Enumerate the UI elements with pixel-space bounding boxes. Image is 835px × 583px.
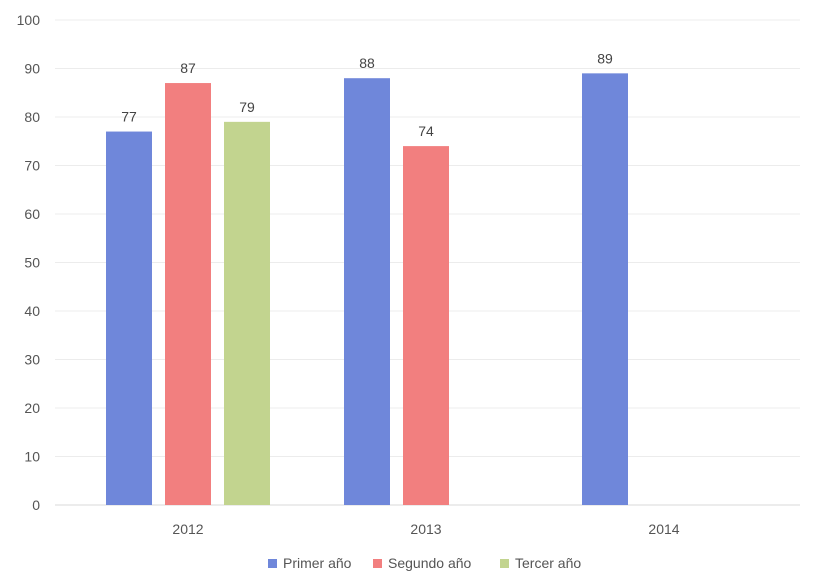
y-tick-label: 90 (24, 61, 40, 77)
x-axis-categories: 2012 2013 2014 (172, 521, 679, 537)
y-tick-label: 40 (24, 303, 40, 319)
bar-2012-series-1 (106, 131, 152, 506)
legend-label: Segundo año (388, 555, 472, 571)
bar-2013-series-2 (403, 146, 449, 505)
bars (106, 73, 628, 506)
y-tick-label: 20 (24, 400, 40, 416)
data-label: 77 (121, 109, 137, 125)
data-label: 88 (359, 55, 375, 71)
y-tick-label: 80 (24, 109, 40, 125)
data-label: 79 (239, 99, 255, 115)
data-label: 89 (597, 50, 613, 66)
legend-swatch (373, 559, 382, 568)
y-tick-label: 70 (24, 158, 40, 174)
legend-label: Tercer año (515, 555, 581, 571)
y-tick-label: 100 (17, 12, 41, 28)
bar-2014-series-1 (582, 73, 628, 505)
x-category-label: 2012 (172, 521, 203, 537)
y-tick-label: 50 (24, 255, 40, 271)
y-tick-label: 60 (24, 206, 40, 222)
legend-label: Primer año (283, 555, 352, 571)
bar-2013-series-1 (344, 78, 390, 505)
y-axis-ticks: 0 10 20 30 40 50 60 70 80 90 100 (17, 12, 41, 513)
data-labels: 77 87 79 88 74 89 (121, 50, 613, 139)
x-category-label: 2014 (648, 521, 679, 537)
x-category-label: 2013 (410, 521, 441, 537)
bar-2012-series-2 (165, 83, 211, 506)
legend: Primer año Segundo año Tercer año (268, 555, 581, 571)
legend-swatch (500, 559, 509, 568)
y-tick-label: 0 (32, 497, 40, 513)
data-label: 87 (180, 60, 196, 76)
legend-swatch (268, 559, 277, 568)
bar-2012-series-3 (224, 121, 270, 505)
data-label: 74 (418, 123, 434, 139)
y-tick-label: 10 (24, 449, 40, 465)
y-tick-label: 30 (24, 352, 40, 368)
